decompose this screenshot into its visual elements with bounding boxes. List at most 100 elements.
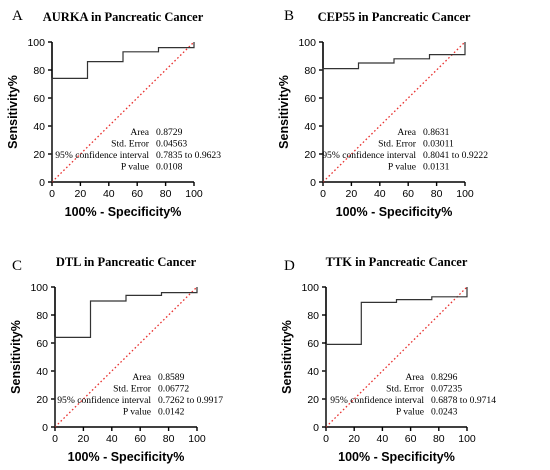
stat-value: 0.8296: [431, 372, 458, 383]
stat-label: 95% confidence interval: [57, 395, 151, 406]
reference-line: [322, 41, 466, 183]
x-tick-label: 40: [103, 188, 115, 200]
x-tick-label: 20: [348, 433, 360, 445]
stat-value: 0.0243: [431, 407, 458, 418]
y-tick-label: 40: [304, 121, 316, 133]
stat-label: Std. Error: [386, 384, 425, 395]
x-tick-label: 20: [346, 188, 358, 200]
stat-value: 0.06772: [158, 384, 189, 395]
x-axis-label: 100% - Specificity%: [65, 205, 182, 219]
roc-curve: [54, 287, 198, 427]
y-tick-label: 0: [39, 177, 45, 189]
y-tick-label: 80: [307, 310, 319, 322]
y-tick-label: 80: [36, 310, 48, 322]
y-tick-label: 100: [30, 282, 48, 294]
reference-line: [325, 286, 468, 428]
x-tick-label: 60: [405, 433, 417, 445]
reference-line: [51, 41, 195, 183]
x-tick-label: 60: [134, 433, 146, 445]
x-tick-label: 20: [78, 433, 90, 445]
y-tick-label: 100: [27, 37, 45, 49]
y-tick-label: 100: [298, 37, 316, 49]
stat-value: 0.0142: [158, 407, 185, 418]
stat-label: Area: [130, 127, 149, 138]
stat-label: 95% confidence interval: [55, 150, 149, 161]
chart-title: DTL in Pancreatic Cancer: [56, 255, 197, 269]
chart-title: TTK in Pancreatic Cancer: [326, 255, 468, 269]
y-tick-label: 20: [33, 149, 45, 161]
stat-value: 0.6878 to 0.9714: [431, 395, 496, 406]
x-tick-label: 0: [52, 433, 58, 445]
roc-curve: [325, 287, 468, 427]
stat-value: 0.07235: [431, 384, 462, 395]
chart-title: AURKA in Pancreatic Cancer: [43, 10, 204, 24]
roc-panel-b: B CEP55 in Pancreatic Cancer 0 20 40 60 80 100 0…: [277, 8, 488, 219]
stat-label: P value: [388, 162, 416, 173]
chart-title: CEP55 in Pancreatic Cancer: [318, 10, 471, 24]
stat-label: Std. Error: [378, 139, 417, 150]
y-axis-label: Sensitivity%: [277, 75, 291, 149]
stat-value: 0.03011: [423, 139, 454, 150]
roc-curve: [51, 42, 195, 182]
stat-label: P value: [121, 162, 149, 173]
stat-value: 0.0131: [423, 162, 450, 173]
x-tick-label: 100: [185, 188, 203, 200]
panel-letter: A: [12, 8, 23, 24]
x-tick-label: 40: [374, 188, 386, 200]
y-tick-label: 0: [310, 177, 316, 189]
y-tick-label: 40: [307, 366, 319, 378]
panel-letter: B: [284, 8, 294, 24]
panel-letter: C: [12, 258, 22, 274]
y-tick-label: 60: [36, 338, 48, 350]
stat-label: Area: [132, 372, 151, 383]
x-tick-label: 0: [49, 188, 55, 200]
x-tick-label: 60: [402, 188, 414, 200]
stat-value: 0.8729: [156, 127, 183, 138]
y-tick-label: 20: [304, 149, 316, 161]
y-tick-label: 20: [36, 394, 48, 406]
stat-value: 0.8631: [423, 127, 450, 138]
stat-label: 95% confidence interval: [322, 150, 416, 161]
roc-panel-d: D TTK in Pancreatic Cancer 0 20 40 60 80 100 0 20…: [280, 255, 496, 464]
stat-value: 0.7262 to 0.9917: [158, 395, 223, 406]
x-axis-label: 100% - Specificity%: [336, 205, 453, 219]
y-axis-label: Sensitivity%: [9, 320, 23, 394]
x-tick-label: 100: [458, 433, 476, 445]
stat-label: Area: [405, 372, 424, 383]
stat-value: 0.8041 to 0.9222: [423, 150, 488, 161]
panel-letter: D: [284, 258, 295, 274]
y-tick-label: 80: [304, 65, 316, 77]
roc-panel-a: A AURKA in Pancreatic Cancer 0 20 40 60 80 100 0…: [6, 8, 221, 219]
y-tick-label: 40: [33, 121, 45, 133]
x-axis-label: 100% - Specificity%: [68, 450, 185, 464]
y-tick-label: 60: [307, 338, 319, 350]
x-tick-label: 20: [75, 188, 87, 200]
y-tick-label: 0: [313, 422, 319, 434]
stat-label: Std. Error: [113, 384, 152, 395]
stat-label: P value: [396, 407, 424, 418]
x-tick-label: 40: [377, 433, 389, 445]
y-tick-label: 60: [304, 93, 316, 105]
x-tick-label: 100: [456, 188, 474, 200]
roc-panel-c: C DTL in Pancreatic Cancer 0 20 40 60 80 100 0 20…: [9, 255, 223, 464]
x-tick-label: 80: [160, 188, 172, 200]
reference-line: [54, 286, 198, 428]
stat-label: 95% confidence interval: [330, 395, 424, 406]
y-tick-label: 0: [42, 422, 48, 434]
y-tick-label: 40: [36, 366, 48, 378]
x-tick-label: 80: [163, 433, 175, 445]
y-tick-label: 20: [307, 394, 319, 406]
x-tick-label: 80: [431, 188, 443, 200]
x-tick-label: 60: [131, 188, 143, 200]
stat-value: 0.7835 to 0.9623: [156, 150, 221, 161]
x-tick-label: 40: [106, 433, 118, 445]
y-tick-label: 60: [33, 93, 45, 105]
stat-value: 0.8589: [158, 372, 185, 383]
roc-curve: [322, 42, 466, 182]
x-tick-label: 0: [323, 433, 329, 445]
stat-label: Std. Error: [111, 139, 150, 150]
x-tick-label: 100: [188, 433, 206, 445]
x-axis-label: 100% - Specificity%: [338, 450, 455, 464]
y-tick-label: 80: [33, 65, 45, 77]
